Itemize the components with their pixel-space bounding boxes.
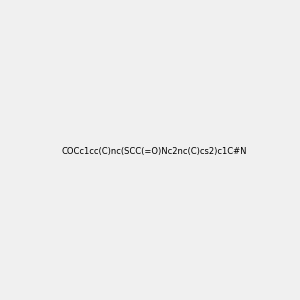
Text: COCc1cc(C)nc(SCC(=O)Nc2nc(C)cs2)c1C#N: COCc1cc(C)nc(SCC(=O)Nc2nc(C)cs2)c1C#N xyxy=(61,147,247,156)
